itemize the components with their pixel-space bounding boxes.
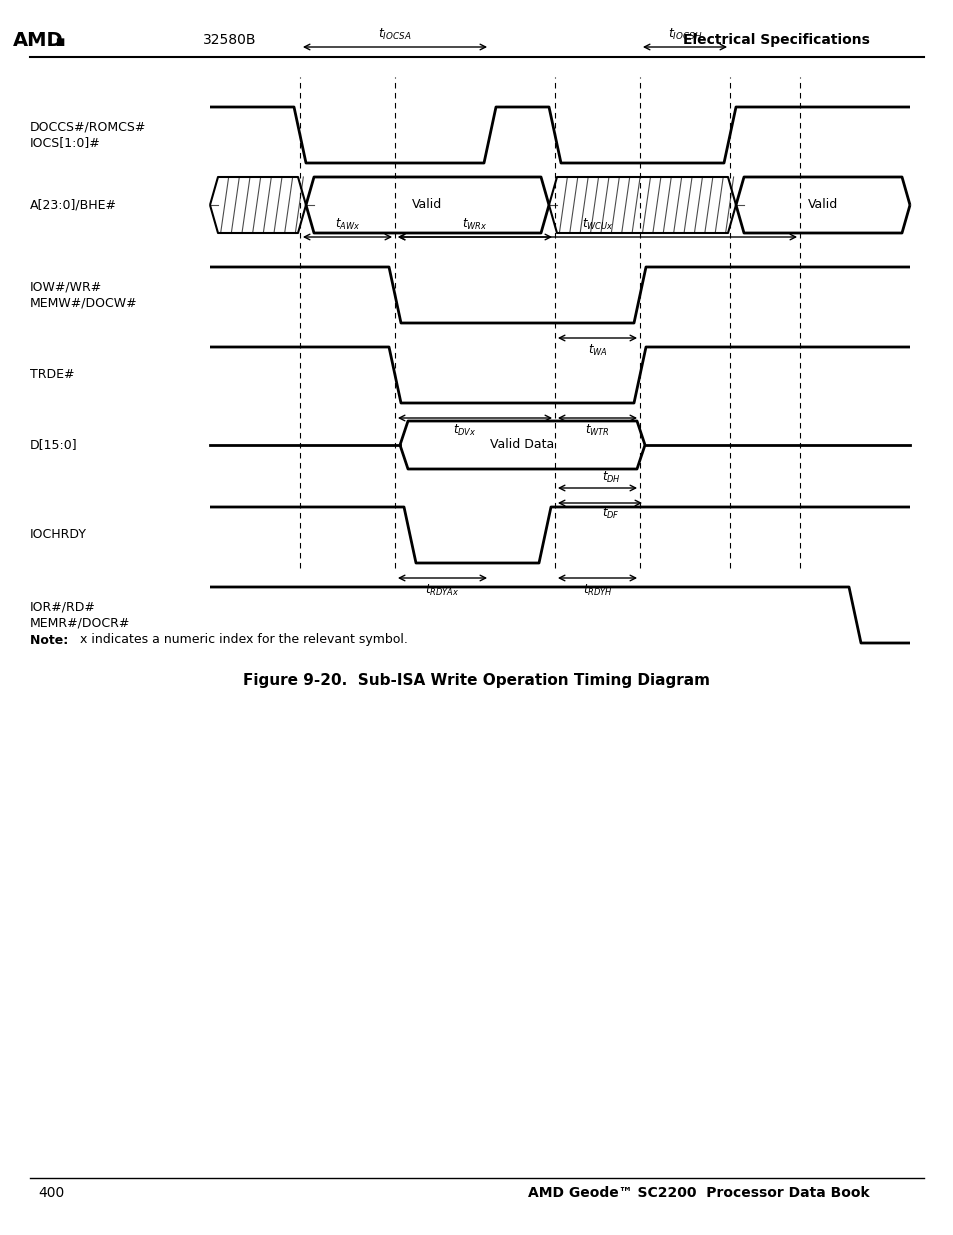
Text: IOR#/RD#
MEMR#/DOCR#: IOR#/RD# MEMR#/DOCR# [30, 601, 131, 629]
Text: $t_{WRx}$: $t_{WRx}$ [462, 217, 487, 232]
Text: Figure 9-20.  Sub-ISA Write Operation Timing Diagram: Figure 9-20. Sub-ISA Write Operation Tim… [243, 673, 710, 688]
Text: AMD Geode™ SC2200  Processor Data Book: AMD Geode™ SC2200 Processor Data Book [528, 1186, 869, 1200]
Text: $t_{IOCSA}$: $t_{IOCSA}$ [378, 27, 412, 42]
Text: $t_{WTR}$: $t_{WTR}$ [584, 424, 609, 438]
Text: IOW#/WR#
MEMW#/DOCW#: IOW#/WR# MEMW#/DOCW# [30, 282, 137, 309]
Text: Valid: Valid [412, 199, 442, 211]
Text: 32580B: 32580B [203, 33, 256, 47]
Text: A[23:0]/BHE#: A[23:0]/BHE# [30, 199, 117, 211]
Text: $t_{DF}$: $t_{DF}$ [602, 506, 619, 521]
Text: $t_{DVx}$: $t_{DVx}$ [453, 424, 476, 438]
Text: $t_{WCUx}$: $t_{WCUx}$ [581, 217, 613, 232]
Text: DOCCS#/ROMCS#
IOCS[1:0]#: DOCCS#/ROMCS# IOCS[1:0]# [30, 121, 146, 149]
Text: Note:: Note: [30, 634, 72, 646]
Text: Valid: Valid [807, 199, 838, 211]
Text: 400: 400 [38, 1186, 64, 1200]
Text: $t_{IOCSH}$: $t_{IOCSH}$ [667, 27, 701, 42]
Text: $t_{AWx}$: $t_{AWx}$ [335, 217, 360, 232]
Text: D[15:0]: D[15:0] [30, 438, 77, 452]
Text: ■: ■ [55, 37, 65, 47]
Text: Valid Data: Valid Data [490, 438, 554, 452]
Text: x indicates a numeric index for the relevant symbol.: x indicates a numeric index for the rele… [80, 634, 408, 646]
Text: AMD: AMD [12, 31, 63, 49]
Text: $t_{DH}$: $t_{DH}$ [602, 469, 620, 485]
Text: $t_{RDYAx}$: $t_{RDYAx}$ [425, 583, 459, 598]
Text: TRDE#: TRDE# [30, 368, 74, 382]
Text: $t_{RDYH}$: $t_{RDYH}$ [582, 583, 612, 598]
Text: Electrical Specifications: Electrical Specifications [682, 33, 869, 47]
Text: IOCHRDY: IOCHRDY [30, 529, 87, 541]
Text: $t_{WA}$: $t_{WA}$ [587, 343, 607, 358]
